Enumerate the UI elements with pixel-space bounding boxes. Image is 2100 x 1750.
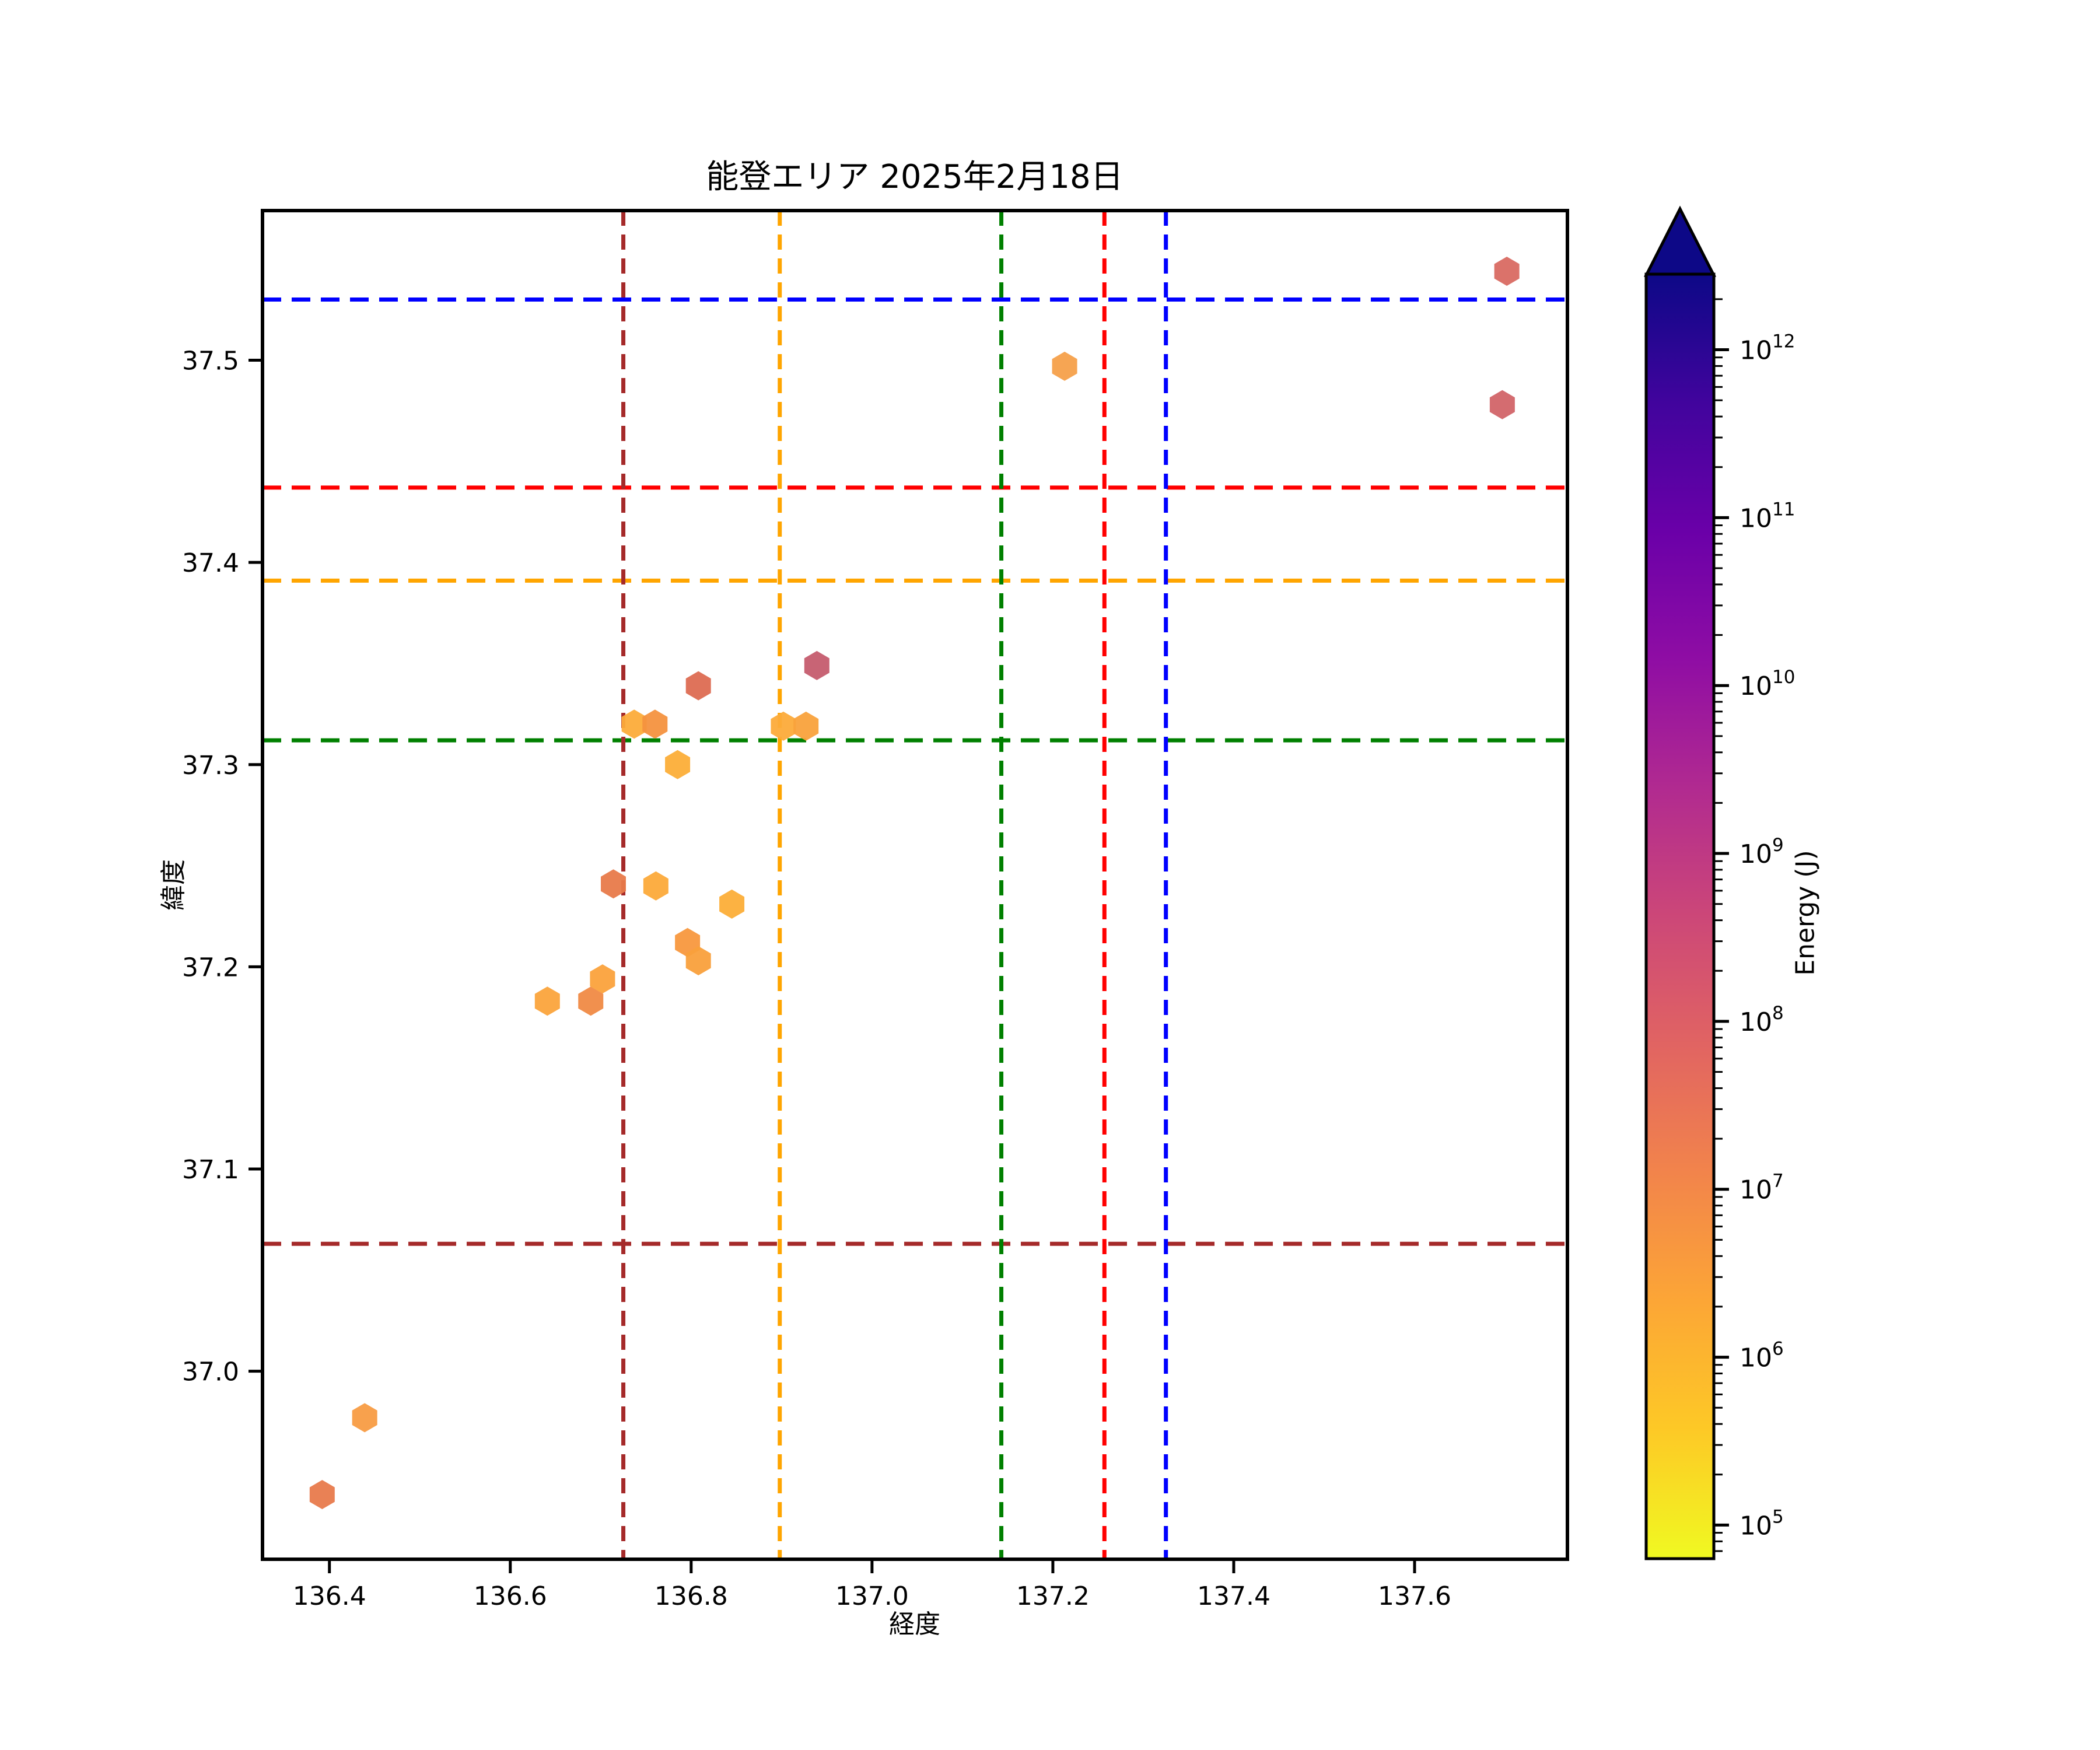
x-tick-label: 137.6: [1378, 1581, 1451, 1611]
x-tick-label: 137.0: [835, 1581, 909, 1611]
data-point-hexagon: [534, 986, 560, 1016]
chart-title: 能登エリア 2025年2月18日: [706, 158, 1124, 196]
data-point-hexagon: [771, 711, 796, 741]
colorbar-tick-label: 1012: [1740, 331, 1795, 366]
data-point-hexagon: [621, 709, 647, 739]
x-tick-label: 137.4: [1197, 1581, 1270, 1611]
data-point-hexagon: [1494, 256, 1520, 286]
data-point-hexagon: [352, 1403, 377, 1433]
x-tick-label: 136.6: [474, 1581, 547, 1611]
y-tick-label: 37.3: [182, 751, 239, 780]
colorbar-tick-label: 105: [1740, 1506, 1784, 1541]
y-tick-label: 37.5: [182, 346, 239, 376]
colorbar-tick-label: 106: [1740, 1339, 1784, 1373]
data-point-hexagon: [600, 869, 626, 899]
data-point-hexagon: [642, 709, 668, 739]
data-point-hexagon: [578, 986, 604, 1016]
axes-frame: [261, 209, 1569, 1561]
data-point-hexagon: [1489, 390, 1515, 419]
y-tick-label: 37.2: [182, 953, 239, 982]
colorbar-tick-label: 109: [1740, 835, 1784, 869]
x-axis-label: 経度: [889, 1609, 940, 1639]
data-point-hexagon: [309, 1480, 335, 1510]
data-point-hexagon: [685, 946, 711, 975]
y-tick-label: 37.4: [182, 548, 239, 578]
colorbar-tick-label: 1011: [1740, 499, 1795, 533]
data-point-hexagon: [719, 889, 745, 919]
x-tick-label: 136.8: [654, 1581, 728, 1611]
data-point-hexagon: [1052, 351, 1077, 381]
colorbar-tick-label: 107: [1740, 1171, 1784, 1205]
colorbar-label: Energy (J): [1790, 850, 1821, 976]
data-point-hexagon: [665, 750, 691, 779]
data-point-hexagon: [793, 711, 819, 741]
x-tick-label: 136.4: [293, 1581, 366, 1611]
x-tick-label: 137.2: [1016, 1581, 1090, 1611]
colorbar-tick-label: 1010: [1740, 667, 1795, 701]
colorbar-arrow: [1643, 205, 1717, 277]
colorbar-gradient: [1644, 272, 1716, 1560]
y-axis-label: 緯度: [159, 859, 188, 911]
colorbar-tick-label: 108: [1740, 1003, 1784, 1037]
y-tick-label: 37.1: [182, 1155, 239, 1185]
data-point-hexagon: [590, 964, 615, 994]
data-point-hexagon: [685, 671, 711, 701]
data-point-hexagon: [643, 871, 668, 901]
data-point-hexagon: [804, 650, 830, 680]
y-tick-label: 37.0: [182, 1357, 239, 1387]
